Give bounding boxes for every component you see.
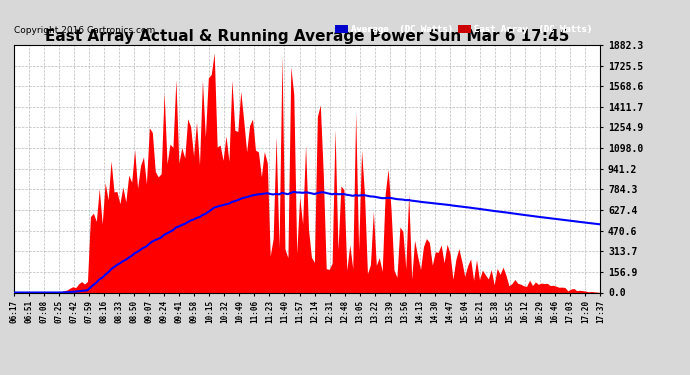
- Text: Copyright 2016 Cartronics.com: Copyright 2016 Cartronics.com: [14, 26, 155, 35]
- Title: East Array Actual & Running Average Power Sun Mar 6 17:45: East Array Actual & Running Average Powe…: [45, 29, 569, 44]
- Legend: Average  (DC Watts), East Array  (DC Watts): Average (DC Watts), East Array (DC Watts…: [331, 21, 595, 38]
